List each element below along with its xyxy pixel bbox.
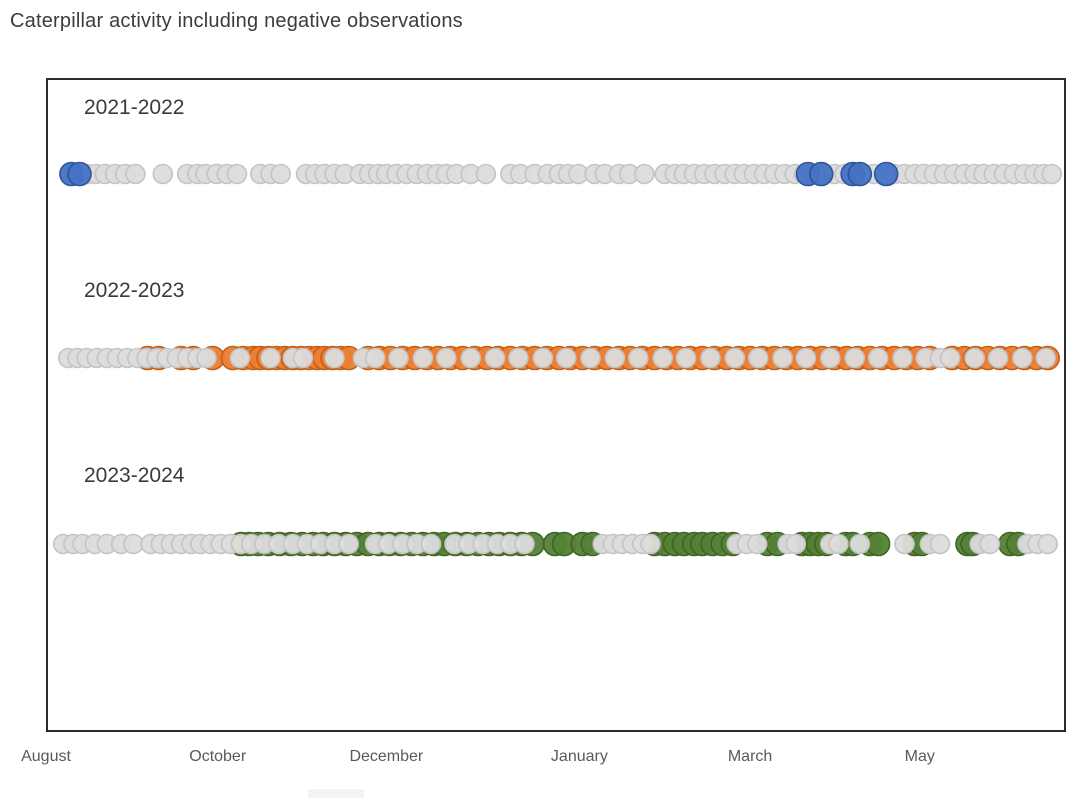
dot-negative (640, 533, 661, 555)
dot-negative (514, 533, 535, 555)
dot-positive (873, 161, 899, 187)
dot-negative (939, 347, 961, 369)
dot-negative (700, 347, 721, 369)
dot-negative (772, 347, 793, 369)
dot-negative (747, 347, 769, 369)
dot-negative (867, 347, 889, 369)
dot-negative (196, 347, 217, 369)
dot-negative (555, 347, 577, 369)
chart-title: Caterpillar activity including negative … (10, 10, 463, 32)
dot-negative (435, 347, 457, 369)
dot-negative (979, 533, 1001, 555)
dot-negative (929, 533, 951, 555)
dot-negative (849, 533, 871, 555)
dot-negative (828, 533, 849, 555)
dot-negative (1011, 347, 1033, 369)
dot-negative (420, 533, 442, 555)
dot-negative (292, 347, 314, 369)
dot-negative (324, 347, 345, 369)
dot-negative (987, 347, 1009, 369)
dot-negative (1037, 533, 1059, 555)
dot-negative (627, 347, 649, 369)
dot-positive (847, 161, 873, 187)
dot-negative (270, 163, 291, 185)
dot-negative (484, 347, 506, 369)
dot-negative (1041, 163, 1063, 185)
dot-negative (123, 533, 144, 555)
x-axis-label: January (550, 748, 608, 765)
dot-negative (580, 347, 601, 369)
strip-label-2021-2022: 2021-2022 (84, 96, 185, 119)
dot-negative (892, 347, 913, 369)
dot-negative (795, 347, 817, 369)
x-axis-label: October (189, 748, 247, 765)
dot-negative (260, 347, 281, 369)
dot-negative (338, 533, 360, 555)
dot-negative (894, 533, 915, 555)
dot-positive (67, 161, 92, 187)
dot-negative (675, 347, 697, 369)
dots-canvas (52, 161, 1063, 557)
dot-negative (844, 347, 866, 369)
strip-label-2023-2024: 2023-2024 (84, 464, 185, 487)
dot-negative (532, 347, 554, 369)
dot-negative (388, 347, 409, 369)
x-axis-label: December (349, 748, 424, 765)
dot-negative (226, 163, 248, 185)
dot-negative (364, 347, 386, 369)
dot-negative (229, 347, 251, 369)
legend-fragment (308, 789, 364, 798)
x-axis-label: May (904, 748, 935, 765)
dot-negative (1035, 347, 1057, 369)
dot-negative (125, 163, 146, 185)
dot-negative (724, 347, 746, 369)
dot-negative (412, 347, 434, 369)
x-axis-label: March (727, 748, 773, 765)
x-axis-label: August (21, 748, 71, 765)
dot-negative (508, 347, 529, 369)
dot-negative (819, 347, 841, 369)
plot-area: 2021-2022 2022-2023 2023-2024 (46, 78, 1066, 732)
dot-positive (808, 161, 834, 187)
dot-negative (152, 163, 174, 185)
dot-negative (604, 347, 626, 369)
dot-negative (475, 163, 497, 185)
dot-negative (460, 347, 482, 369)
dot-negative (746, 533, 768, 555)
dot-negative (634, 163, 655, 185)
dot-negative (964, 347, 985, 369)
dot-negative (785, 533, 807, 555)
x-axis: August October December January March May (21, 748, 1062, 772)
dot-negative (652, 347, 674, 369)
strip-label-2022-2023: 2022-2023 (84, 279, 185, 302)
